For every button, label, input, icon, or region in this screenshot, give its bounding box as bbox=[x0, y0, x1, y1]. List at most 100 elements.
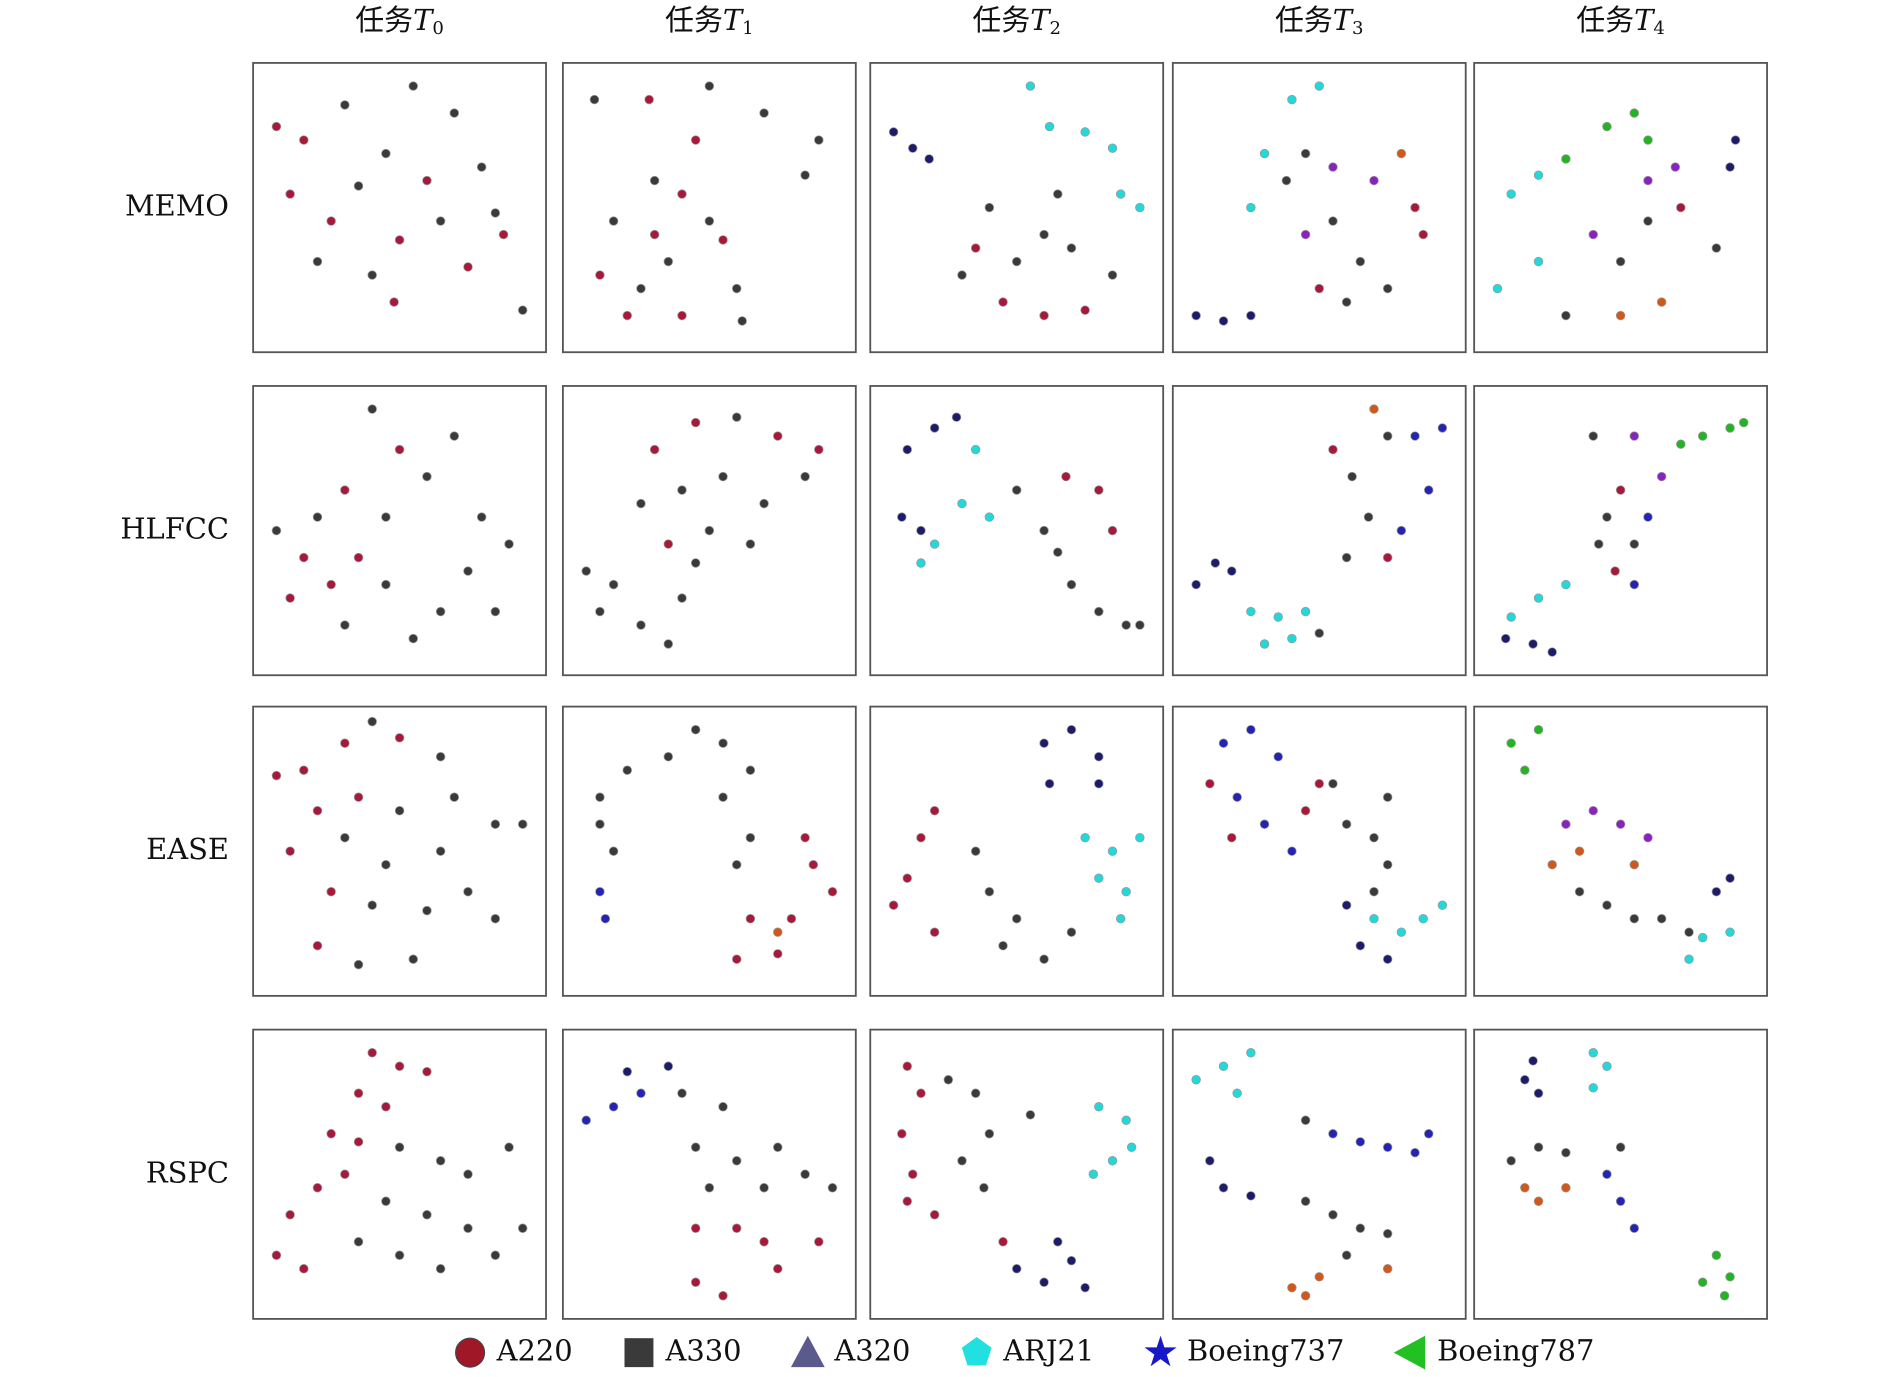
point bbox=[957, 270, 967, 280]
point bbox=[1533, 170, 1544, 180]
point bbox=[1629, 860, 1639, 870]
point bbox=[1012, 1264, 1022, 1274]
point bbox=[1629, 431, 1639, 441]
point bbox=[1246, 310, 1256, 321]
point bbox=[353, 959, 364, 970]
point bbox=[476, 512, 487, 522]
point bbox=[299, 765, 309, 775]
point bbox=[704, 1183, 715, 1193]
panel-frame bbox=[561, 1028, 857, 1320]
header-variable: T bbox=[1634, 3, 1656, 37]
point bbox=[1246, 1191, 1256, 1201]
point bbox=[1602, 121, 1612, 132]
point bbox=[1094, 752, 1104, 762]
point bbox=[1039, 738, 1049, 748]
point bbox=[1594, 539, 1604, 549]
point bbox=[929, 1210, 940, 1220]
point bbox=[759, 1183, 769, 1193]
point bbox=[718, 1291, 728, 1301]
point bbox=[902, 444, 912, 455]
point bbox=[970, 846, 981, 856]
point bbox=[1259, 639, 1270, 649]
point bbox=[1615, 1142, 1626, 1152]
point bbox=[1725, 873, 1735, 883]
point bbox=[1574, 887, 1585, 897]
point bbox=[984, 1129, 995, 1139]
point bbox=[326, 579, 336, 590]
row-label: MEMO bbox=[125, 189, 229, 223]
point bbox=[1533, 256, 1544, 267]
point bbox=[718, 235, 728, 245]
point bbox=[1126, 1142, 1137, 1152]
point bbox=[1287, 633, 1297, 644]
point bbox=[1328, 444, 1338, 455]
point bbox=[490, 819, 501, 829]
point bbox=[1191, 1075, 1201, 1085]
point bbox=[353, 1088, 364, 1098]
header-index: 1 bbox=[742, 18, 754, 39]
point bbox=[1039, 1277, 1049, 1287]
point bbox=[1615, 256, 1626, 267]
point bbox=[1610, 566, 1620, 576]
point bbox=[1281, 175, 1292, 186]
point bbox=[1107, 143, 1118, 153]
point bbox=[888, 127, 899, 137]
point bbox=[1520, 1075, 1530, 1085]
point bbox=[1328, 1129, 1338, 1139]
point bbox=[326, 887, 336, 897]
point bbox=[1107, 846, 1118, 856]
point bbox=[1341, 552, 1352, 563]
point bbox=[1725, 1272, 1735, 1282]
point bbox=[970, 243, 981, 253]
header-variable: T bbox=[1030, 3, 1052, 37]
point bbox=[1725, 423, 1735, 433]
point bbox=[1676, 202, 1686, 213]
point bbox=[1094, 485, 1104, 495]
point bbox=[1039, 310, 1049, 321]
point bbox=[1629, 579, 1639, 590]
point bbox=[1053, 547, 1063, 557]
point bbox=[1561, 579, 1571, 590]
point bbox=[312, 256, 323, 267]
point bbox=[1363, 512, 1374, 522]
point bbox=[979, 1183, 989, 1193]
point bbox=[595, 606, 605, 617]
header-label: 任务 bbox=[1275, 3, 1333, 37]
point bbox=[924, 154, 934, 164]
point bbox=[1547, 647, 1557, 657]
point bbox=[463, 262, 473, 272]
point bbox=[1025, 1110, 1036, 1120]
point bbox=[1533, 1088, 1544, 1098]
point bbox=[1602, 900, 1612, 910]
point bbox=[1287, 1282, 1297, 1293]
point bbox=[1012, 914, 1022, 924]
point bbox=[299, 135, 309, 145]
point bbox=[732, 954, 742, 964]
point bbox=[718, 1102, 728, 1112]
point bbox=[663, 752, 674, 762]
point bbox=[1191, 310, 1201, 321]
point bbox=[608, 1102, 619, 1112]
point bbox=[663, 639, 674, 649]
point bbox=[677, 1088, 687, 1098]
point bbox=[786, 914, 797, 924]
point bbox=[408, 633, 418, 644]
point bbox=[902, 1196, 912, 1206]
point bbox=[504, 539, 514, 549]
header-index: 2 bbox=[1050, 18, 1062, 39]
panel-frame bbox=[561, 62, 857, 354]
point bbox=[490, 914, 501, 924]
point bbox=[608, 579, 619, 590]
column-header: 任务T0 bbox=[355, 3, 444, 39]
panel-frame bbox=[1473, 62, 1768, 354]
column-header: 任务T1 bbox=[665, 3, 754, 39]
point bbox=[644, 94, 654, 105]
point bbox=[1039, 525, 1049, 536]
point bbox=[1629, 539, 1639, 549]
point bbox=[422, 1066, 432, 1077]
point bbox=[1410, 431, 1420, 441]
point bbox=[773, 927, 783, 937]
point bbox=[1437, 423, 1448, 433]
point bbox=[690, 1223, 701, 1233]
point bbox=[394, 1142, 405, 1152]
